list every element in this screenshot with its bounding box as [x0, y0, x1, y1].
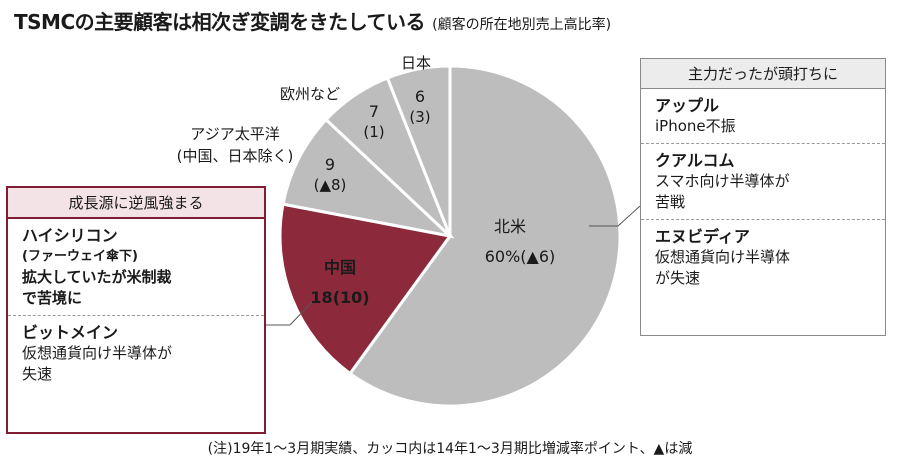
leader-line — [262, 301, 313, 326]
slice-label: (中国、日本除く) — [177, 147, 294, 165]
chart-title: TSMCの主要顧客は相次ぎ変調をきたしている (顧客の所在地別売上高比率) — [14, 6, 611, 35]
entry-sub: (ファーウェイ傘下) — [22, 249, 138, 264]
entry-name: ビットメイン — [22, 323, 119, 342]
right-entry-qualcomm: クアルコム スマホ向け半導体が 苦戦 — [641, 143, 885, 219]
pie-slice — [385, 64, 452, 237]
slice-label: 北米 — [494, 217, 526, 236]
right-callout-box: 主力だったが頭打ちに アップル iPhone不振 クアルコム スマホ向け半導体が… — [640, 58, 886, 336]
entry-desc: 拡大していたが米制裁 で苦境に — [22, 268, 172, 307]
entry-name: アップル — [655, 96, 720, 115]
slice-label: アジア太平洋 — [190, 125, 279, 143]
entry-name: ハイシリコン — [22, 226, 118, 245]
slice-label: 6 — [415, 87, 425, 106]
left-entry-bitmain: ビットメイン 仮想通貨向け半導体が 失速 — [8, 315, 264, 391]
slice-label: 9 — [325, 155, 335, 174]
slice-label: (1) — [363, 123, 384, 141]
entry-desc: 仮想通貨向け半導体が 失速 — [22, 344, 173, 383]
slice-label: (▲8) — [314, 176, 347, 194]
slice-label: 日本 — [401, 54, 431, 72]
right-entry-apple: アップル iPhone不振 — [641, 89, 885, 143]
left-entry-hisilicon: ハイシリコン (ファーウェイ傘下) 拡大していたが米制裁 で苦境に — [8, 219, 264, 315]
left-callout-box: 成長源に逆風強まる ハイシリコン (ファーウェイ傘下) 拡大していたが米制裁 で… — [6, 186, 266, 434]
pie-slice — [278, 202, 453, 376]
pie-slice — [281, 117, 455, 239]
leader-line — [589, 205, 641, 227]
slice-label: (3) — [409, 108, 430, 126]
left-box-header: 成長源に逆風強まる — [8, 188, 264, 219]
slice-label: 7 — [369, 102, 379, 121]
title-main: TSMCの主要顧客は相次ぎ変調をきたしている — [14, 10, 426, 34]
pie-slice — [347, 64, 622, 408]
slice-label: 18(10) — [310, 288, 369, 307]
entry-name: エヌビディア — [655, 227, 750, 246]
title-sub: (顧客の所在地別売上高比率) — [432, 17, 612, 33]
entry-desc: スマホ向け半導体が 苦戦 — [655, 172, 790, 211]
right-box-header: 主力だったが頭打ちに — [641, 59, 885, 89]
footnote: (注)19年1～3月期実績、カッコ内は14年1～3月期比増減率ポイント、▲は減 — [207, 441, 693, 457]
slice-label: 60%(▲6) — [485, 247, 556, 266]
entry-desc: 仮想通貨向け半導体 が失速 — [655, 248, 791, 287]
right-entry-nvidia: エヌビディア 仮想通貨向け半導体 が失速 — [641, 219, 885, 295]
slice-label: 欧州など — [280, 85, 340, 103]
slice-label: 中国 — [324, 258, 356, 277]
entry-name: クアルコム — [655, 151, 735, 170]
entry-desc: iPhone不振 — [655, 117, 736, 135]
